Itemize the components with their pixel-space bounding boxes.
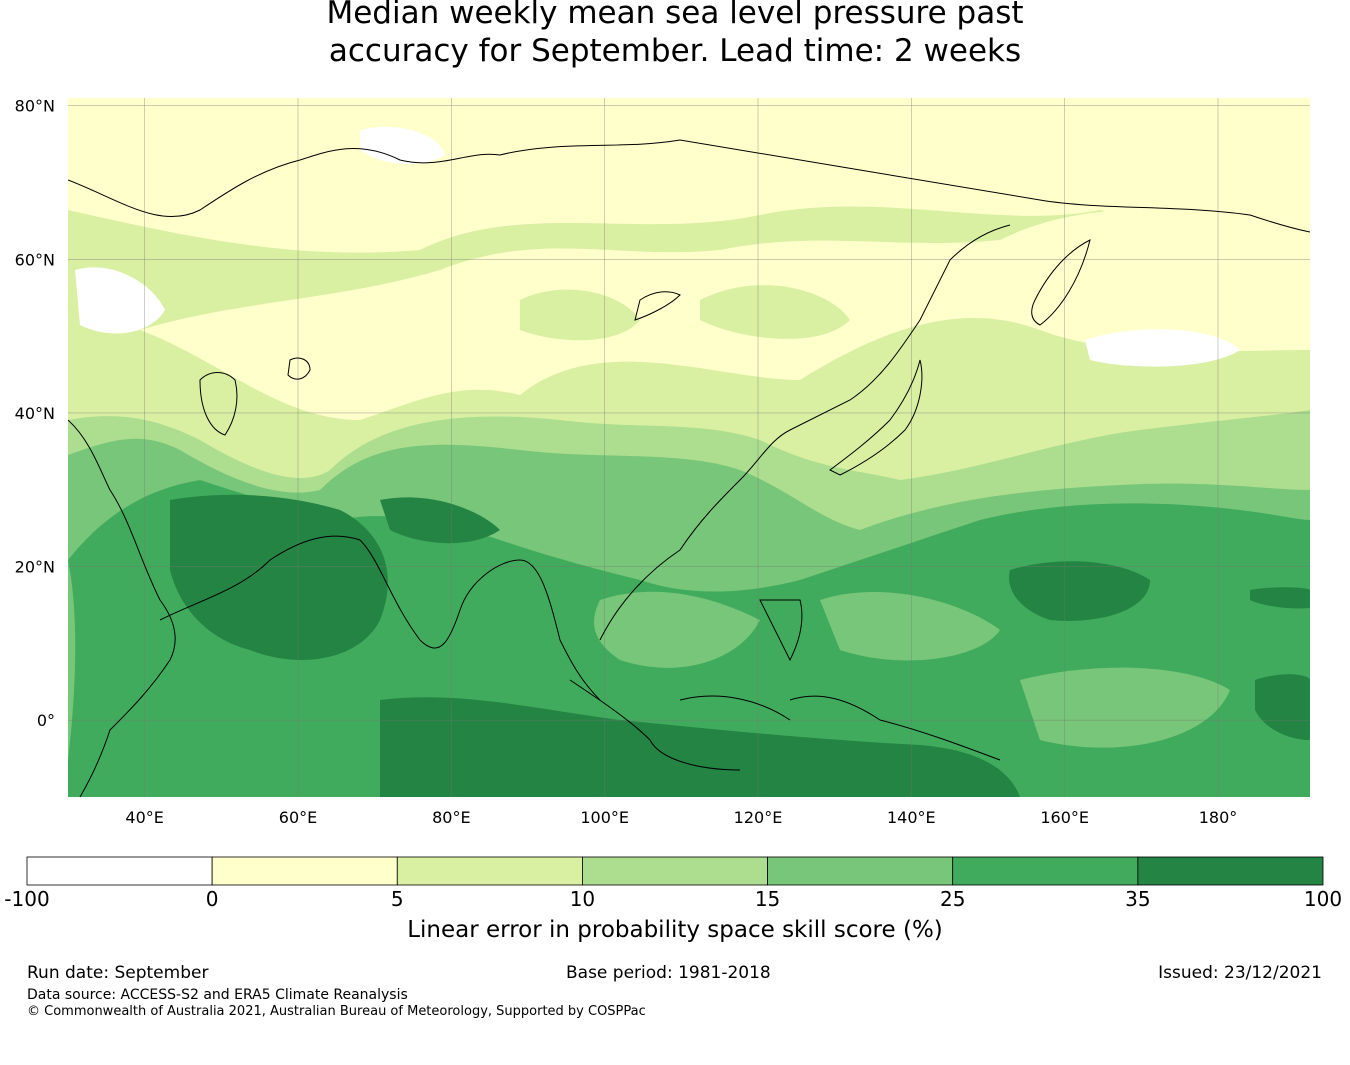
chart-title: Median weekly mean sea level pressure pa… [0,0,1350,70]
colorbar-segment [211,856,398,886]
latitude-tick-label: 0° [37,711,55,730]
red-sea-africa-coastline [68,419,176,797]
field-patch-15-25-pacific-2 [1020,667,1230,748]
japan-coastline [829,359,923,476]
field-patch-15-25-africa [68,560,76,760]
latitude-tick-label: 60°N [15,250,55,269]
field-patch-35-indonesia [380,697,1020,797]
colorbar-tick-label: 100 [1303,887,1343,911]
field-patch-35-east-2 [1250,587,1310,609]
colorbar-tick-label: 35 [1125,887,1151,911]
field-patch-5-10-central [520,289,640,341]
colorbar-title: Linear error in probability space skill … [407,917,943,943]
data-source: Data source: ACCESS-S2 and ERA5 Climate … [27,987,408,1003]
title-line-1: Median weekly mean sea level pressure pa… [326,0,1024,31]
latitude-tick-label: 20°N [15,558,55,577]
colorbar-segment [396,856,583,886]
arctic-coastline [68,139,1310,233]
latitude-tick-label: 80°N [15,97,55,116]
colorbar-tick-label: 10 [569,887,596,911]
field-patch-negative-2 [75,267,165,334]
lake-baikal-coastline [634,291,681,321]
latitude-labels: 80°N 60°N 40°N 20°N 0° [15,97,55,731]
field-patch-15-25-seasia [594,591,760,668]
run-date: Run date: September [27,963,209,983]
colorbar-tick-label: 15 [754,887,781,911]
colorbar-tick-label: 5 [390,887,404,911]
colorbar-segment [582,856,768,886]
longitude-tick-label: 40°E [125,808,163,827]
philippines-coastline [759,599,803,662]
longitude-tick-label: 60°E [279,808,317,827]
issued-date: Issued: 23/12/2021 [1158,963,1322,983]
title-line-2: accuracy for September. Lead time: 2 wee… [328,33,1022,69]
caspian-coastline [199,372,238,436]
colorbar-segment [767,856,954,886]
longitude-tick-label: 160°E [1040,808,1089,827]
field-patch-15-25-pacific-1 [820,591,1000,661]
copyright: © Commonwealth of Australia 2021, Austra… [27,1004,646,1019]
colorbar-tick-label: 0 [205,887,219,911]
colorbar-segment [1137,856,1324,886]
indonesia-coastline [569,679,1001,771]
gridlines [68,98,1310,797]
colorbar-segment [952,856,1139,886]
colorbar-segment [26,856,213,886]
latitude-tick-label: 40°N [15,404,55,423]
colorbar-tick-label: 25 [939,887,966,911]
kamchatka-coastline [1031,239,1091,326]
longitude-tick-label: 180° [1199,808,1238,827]
colorbar-tick-label: -100 [4,887,50,911]
aral-coastline [287,357,311,380]
field-patch-35-east [1255,674,1310,740]
longitude-labels: 40°E 60°E 80°E 100°E 120°E 140°E 160°E 180° [125,808,1237,827]
field-patch-negative-1 [360,126,445,165]
field-patch-35-pacific [1009,561,1150,621]
longitude-tick-label: 140°E [887,808,936,827]
colorbar [26,856,1324,886]
longitude-tick-label: 100°E [580,808,629,827]
coastlines [68,139,1310,797]
longitude-tick-label: 80°E [432,808,470,827]
skill-score-field [68,98,1310,797]
east-asia-coastline [599,224,1011,641]
longitude-tick-label: 120°E [734,808,783,827]
field-patch-35-himalaya [380,497,500,544]
base-period: Base period: 1981-2018 [566,963,771,983]
south-asia-coastline [159,535,601,701]
field-patch-negative-3 [1085,329,1240,367]
field-patch-5-10-east [700,285,850,339]
